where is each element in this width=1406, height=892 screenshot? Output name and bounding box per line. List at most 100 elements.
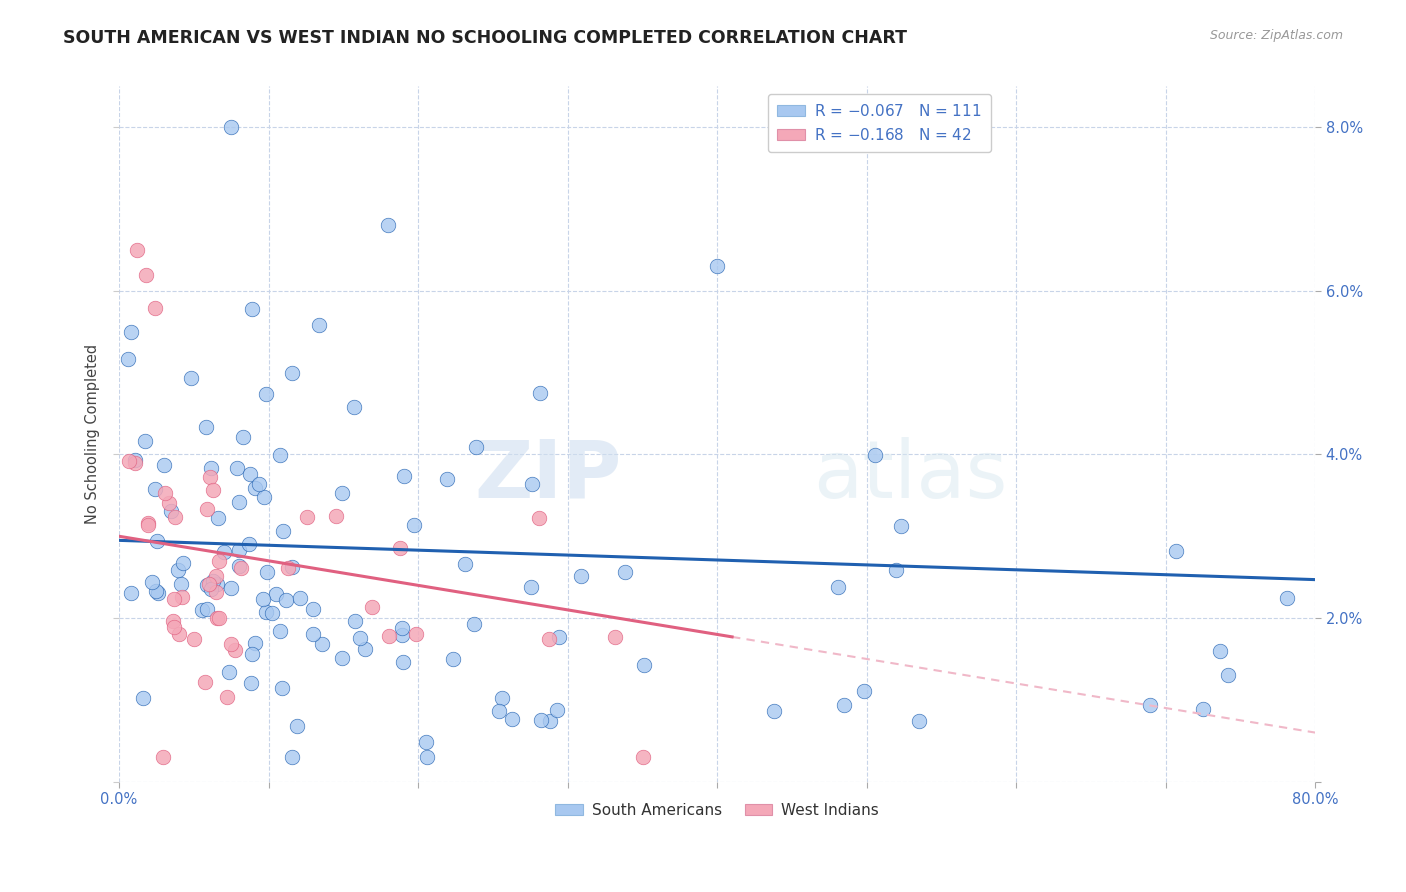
Point (117, 351, 139, 366)
Point (162, 614, 184, 628)
Point (157, 496, 180, 510)
Point (281, 559, 304, 574)
Point (191, 603, 214, 617)
Point (205, 611, 228, 625)
Point (153, 458, 176, 473)
Point (239, 675, 262, 690)
Point (832, 698, 855, 713)
Text: SOUTH AMERICAN VS WEST INDIAN NO SCHOOLING COMPLETED CORRELATION CHART: SOUTH AMERICAN VS WEST INDIAN NO SCHOOLI… (63, 29, 907, 46)
Point (136, 516, 159, 530)
Text: Source: ZipAtlas.com: Source: ZipAtlas.com (1209, 29, 1343, 42)
Point (1218, 668, 1240, 682)
Point (195, 578, 218, 592)
Point (136, 518, 159, 533)
Point (208, 554, 231, 568)
Point (228, 543, 250, 558)
Point (163, 592, 186, 607)
Point (152, 750, 174, 764)
Point (547, 630, 569, 644)
Point (143, 301, 166, 316)
Text: atlas: atlas (813, 437, 1007, 515)
Point (201, 574, 224, 589)
Point (124, 456, 146, 470)
Point (415, 735, 437, 749)
Point (252, 592, 274, 607)
Point (269, 448, 291, 462)
Point (391, 620, 413, 634)
Point (219, 120, 242, 135)
Point (254, 387, 277, 401)
Point (180, 371, 202, 385)
Point (120, 586, 142, 600)
Point (394, 468, 416, 483)
Point (441, 652, 464, 666)
Point (239, 467, 262, 482)
Point (454, 558, 477, 572)
Point (160, 504, 183, 518)
Y-axis label: No Schooling Completed: No Schooling Completed (86, 344, 100, 524)
Point (1208, 644, 1230, 658)
Point (146, 586, 169, 600)
Point (183, 632, 205, 646)
Point (194, 420, 217, 434)
Point (120, 326, 142, 340)
Point (361, 599, 384, 614)
Point (391, 655, 413, 669)
Point (215, 690, 238, 704)
Point (884, 563, 907, 577)
Point (201, 483, 224, 497)
Point (240, 647, 263, 661)
Point (302, 602, 325, 616)
Point (354, 641, 377, 656)
Point (302, 627, 325, 641)
Point (124, 453, 146, 467)
Point (378, 629, 401, 643)
Point (165, 510, 187, 524)
Point (416, 750, 439, 764)
Point (277, 561, 299, 575)
Point (200, 470, 222, 484)
Point (491, 690, 513, 705)
Point (208, 611, 231, 625)
Point (170, 590, 193, 604)
Point (212, 545, 235, 559)
Point (145, 482, 167, 496)
Point (132, 691, 155, 706)
Point (146, 533, 169, 548)
Point (266, 587, 288, 601)
Point (195, 601, 218, 615)
Point (890, 519, 912, 533)
Point (463, 617, 485, 632)
Point (256, 566, 278, 580)
Point (134, 434, 156, 449)
Point (501, 712, 523, 726)
Point (229, 561, 252, 575)
Point (631, 750, 654, 764)
Point (388, 541, 411, 556)
Point (155, 486, 177, 500)
Point (332, 651, 354, 665)
Point (245, 481, 267, 495)
Point (218, 665, 240, 679)
Point (287, 719, 309, 733)
Point (330, 486, 353, 500)
Point (308, 318, 330, 332)
Point (827, 581, 849, 595)
Point (436, 472, 458, 486)
Point (546, 703, 568, 717)
Point (633, 657, 655, 672)
Point (170, 577, 193, 591)
Point (1139, 698, 1161, 713)
Legend: South Americans, West Indians: South Americans, West Indians (548, 797, 886, 824)
Point (141, 574, 163, 589)
Point (224, 643, 246, 657)
Point (167, 564, 190, 578)
Point (404, 518, 426, 533)
Point (527, 510, 550, 524)
Point (240, 302, 263, 317)
Point (488, 704, 510, 718)
Point (603, 630, 626, 644)
Point (271, 524, 294, 539)
Point (197, 502, 219, 516)
Point (464, 440, 486, 454)
